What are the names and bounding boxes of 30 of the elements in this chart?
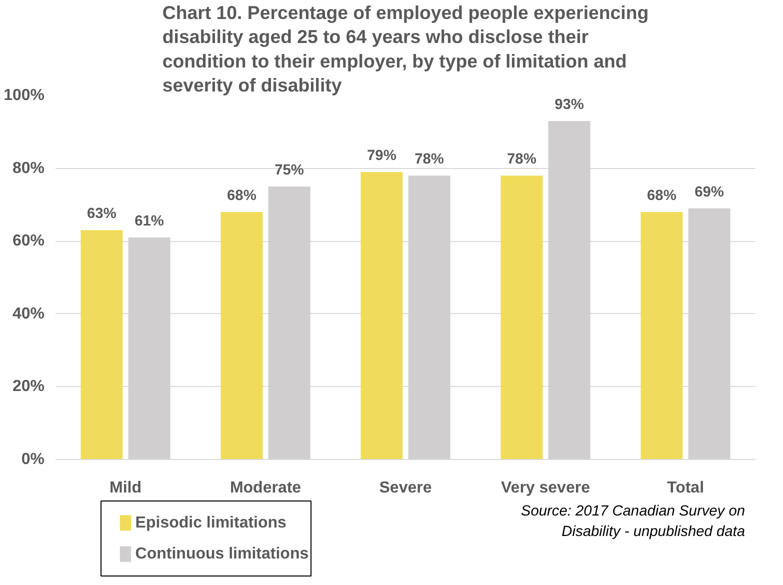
x-tick-label: Very severe	[501, 480, 590, 496]
bar	[640, 212, 683, 460]
legend-label: Continuous limitations	[135, 546, 309, 563]
y-tick-label: 40%	[12, 305, 45, 322]
source-note: Source: 2017 Canadian Survey on Disability - unpublished data	[520, 503, 746, 540]
data-label: 68%	[647, 188, 676, 204]
data-label: 79%	[367, 148, 396, 164]
bar	[360, 172, 403, 460]
data-label: 93%	[554, 96, 584, 113]
x-tick-label: Mild	[110, 480, 142, 496]
data-label: 75%	[274, 162, 304, 178]
bar	[500, 176, 543, 460]
x-tick-label: Severe	[379, 480, 432, 496]
x-tick-label: Moderate	[230, 480, 302, 496]
data-label: 63%	[87, 206, 116, 222]
y-tick-label: 0%	[21, 451, 44, 468]
x-tick-label: Total	[666, 480, 704, 496]
legend-label: Episodic limitations	[135, 514, 287, 532]
data-label: 69%	[694, 184, 724, 200]
y-tick-label: 100%	[4, 87, 44, 104]
data-label: 68%	[227, 188, 256, 204]
bar	[80, 230, 123, 460]
y-tick-label: 20%	[12, 378, 45, 396]
data-label: 78%	[414, 152, 444, 168]
data-label: 78%	[507, 152, 536, 168]
data-label: 61%	[134, 213, 164, 230]
chart-title: Chart 10. Percentage of employed people experiencing disability aged 25 to 64 years who disclose their condition to their employer, by type of limitation and severity of disability	[162, 2, 649, 96]
y-tick-label: 80%	[12, 160, 45, 177]
y-tick-label: 60%	[12, 232, 45, 250]
bar	[220, 212, 263, 460]
